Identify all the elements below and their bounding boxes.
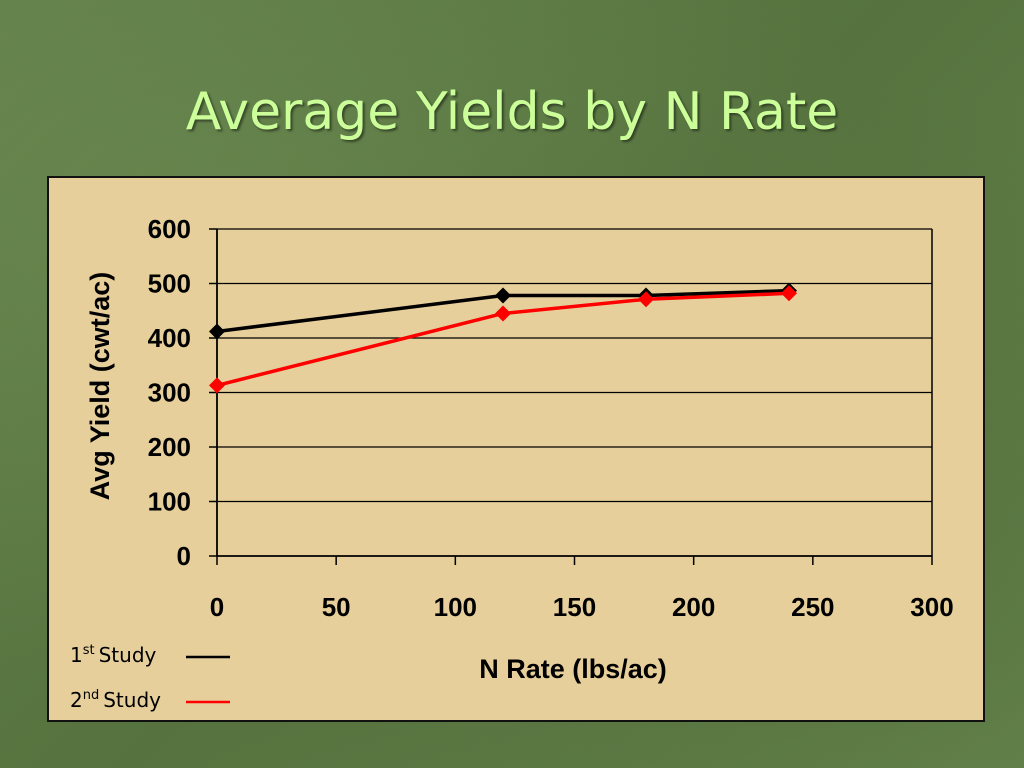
data-point xyxy=(209,377,225,394)
legend: 1st Study 2nd Study xyxy=(70,643,230,712)
x-tick-label: 0 xyxy=(210,592,224,622)
grid-layer xyxy=(217,228,932,503)
y-tick-label: 600 xyxy=(148,214,191,244)
x-tick-label: 300 xyxy=(910,592,953,622)
label-layer: 0 100 200 300 400 500 600 0 50 100 150 200 250 300 xyxy=(148,214,954,622)
legend-label-1: 1st Study xyxy=(70,643,157,667)
y-tick-label: 400 xyxy=(148,323,191,353)
data-point xyxy=(495,305,511,322)
x-tick-label: 150 xyxy=(553,592,596,622)
slide-title: Average Yields by N Rate xyxy=(185,82,839,142)
legend-label-2: 2nd Study xyxy=(70,688,161,712)
y-tick-label: 300 xyxy=(148,378,191,408)
x-tick-label: 250 xyxy=(791,592,834,622)
y-tick-label: 200 xyxy=(148,432,191,462)
series-line-1 xyxy=(216,288,790,334)
x-tick-label: 200 xyxy=(672,592,715,622)
series-line-2 xyxy=(216,291,790,388)
x-tick-label: 100 xyxy=(434,592,477,622)
data-point xyxy=(781,285,797,302)
data-point xyxy=(209,323,225,340)
y-tick-label: 100 xyxy=(148,487,191,517)
axis-layer xyxy=(209,228,933,565)
y-tick-label: 500 xyxy=(148,269,191,299)
y-axis-title: Avg Yield (cwt/ac) xyxy=(85,272,115,501)
chart-frame xyxy=(47,176,985,722)
data-point xyxy=(638,291,654,308)
y-tick-label: 0 xyxy=(177,541,191,571)
series-layer xyxy=(209,282,797,394)
data-point xyxy=(495,287,511,304)
x-tick-label: 50 xyxy=(322,592,351,622)
x-axis-title: N Rate (lbs/ac) xyxy=(479,654,667,684)
